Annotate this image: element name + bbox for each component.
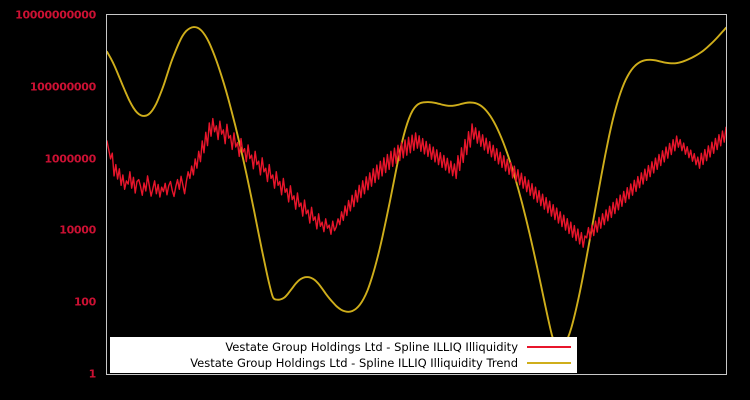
legend-label-trend: Vestate Group Holdings Ltd - Spline ILLI… [190,356,518,370]
y-tick-label-4: 100000000 [29,80,96,94]
chart-canvas [107,26,726,349]
series-line-trend [107,26,726,349]
y-tick-label-0: 1 [88,367,97,381]
y-tick-label-1: 100 [73,295,96,309]
legend-item-illiquidity[interactable]: Vestate Group Holdings Ltd - Spline ILLI… [110,339,577,355]
chart-legend: Vestate Group Holdings Ltd - Spline ILLI… [110,337,577,373]
y-tick-label-3: 1000000 [44,152,97,166]
y-tick-label-2: 10000 [59,223,96,237]
plot-area [106,14,727,375]
y-tick-label-5: 10000000000 [15,8,96,22]
legend-label-illiquidity: Vestate Group Holdings Ltd - Spline ILLI… [225,340,518,354]
legend-swatch-illiquidity [527,346,571,348]
legend-swatch-trend [527,362,571,364]
legend-item-trend[interactable]: Vestate Group Holdings Ltd - Spline ILLI… [110,355,577,371]
series-line-illiquidity [107,117,726,248]
